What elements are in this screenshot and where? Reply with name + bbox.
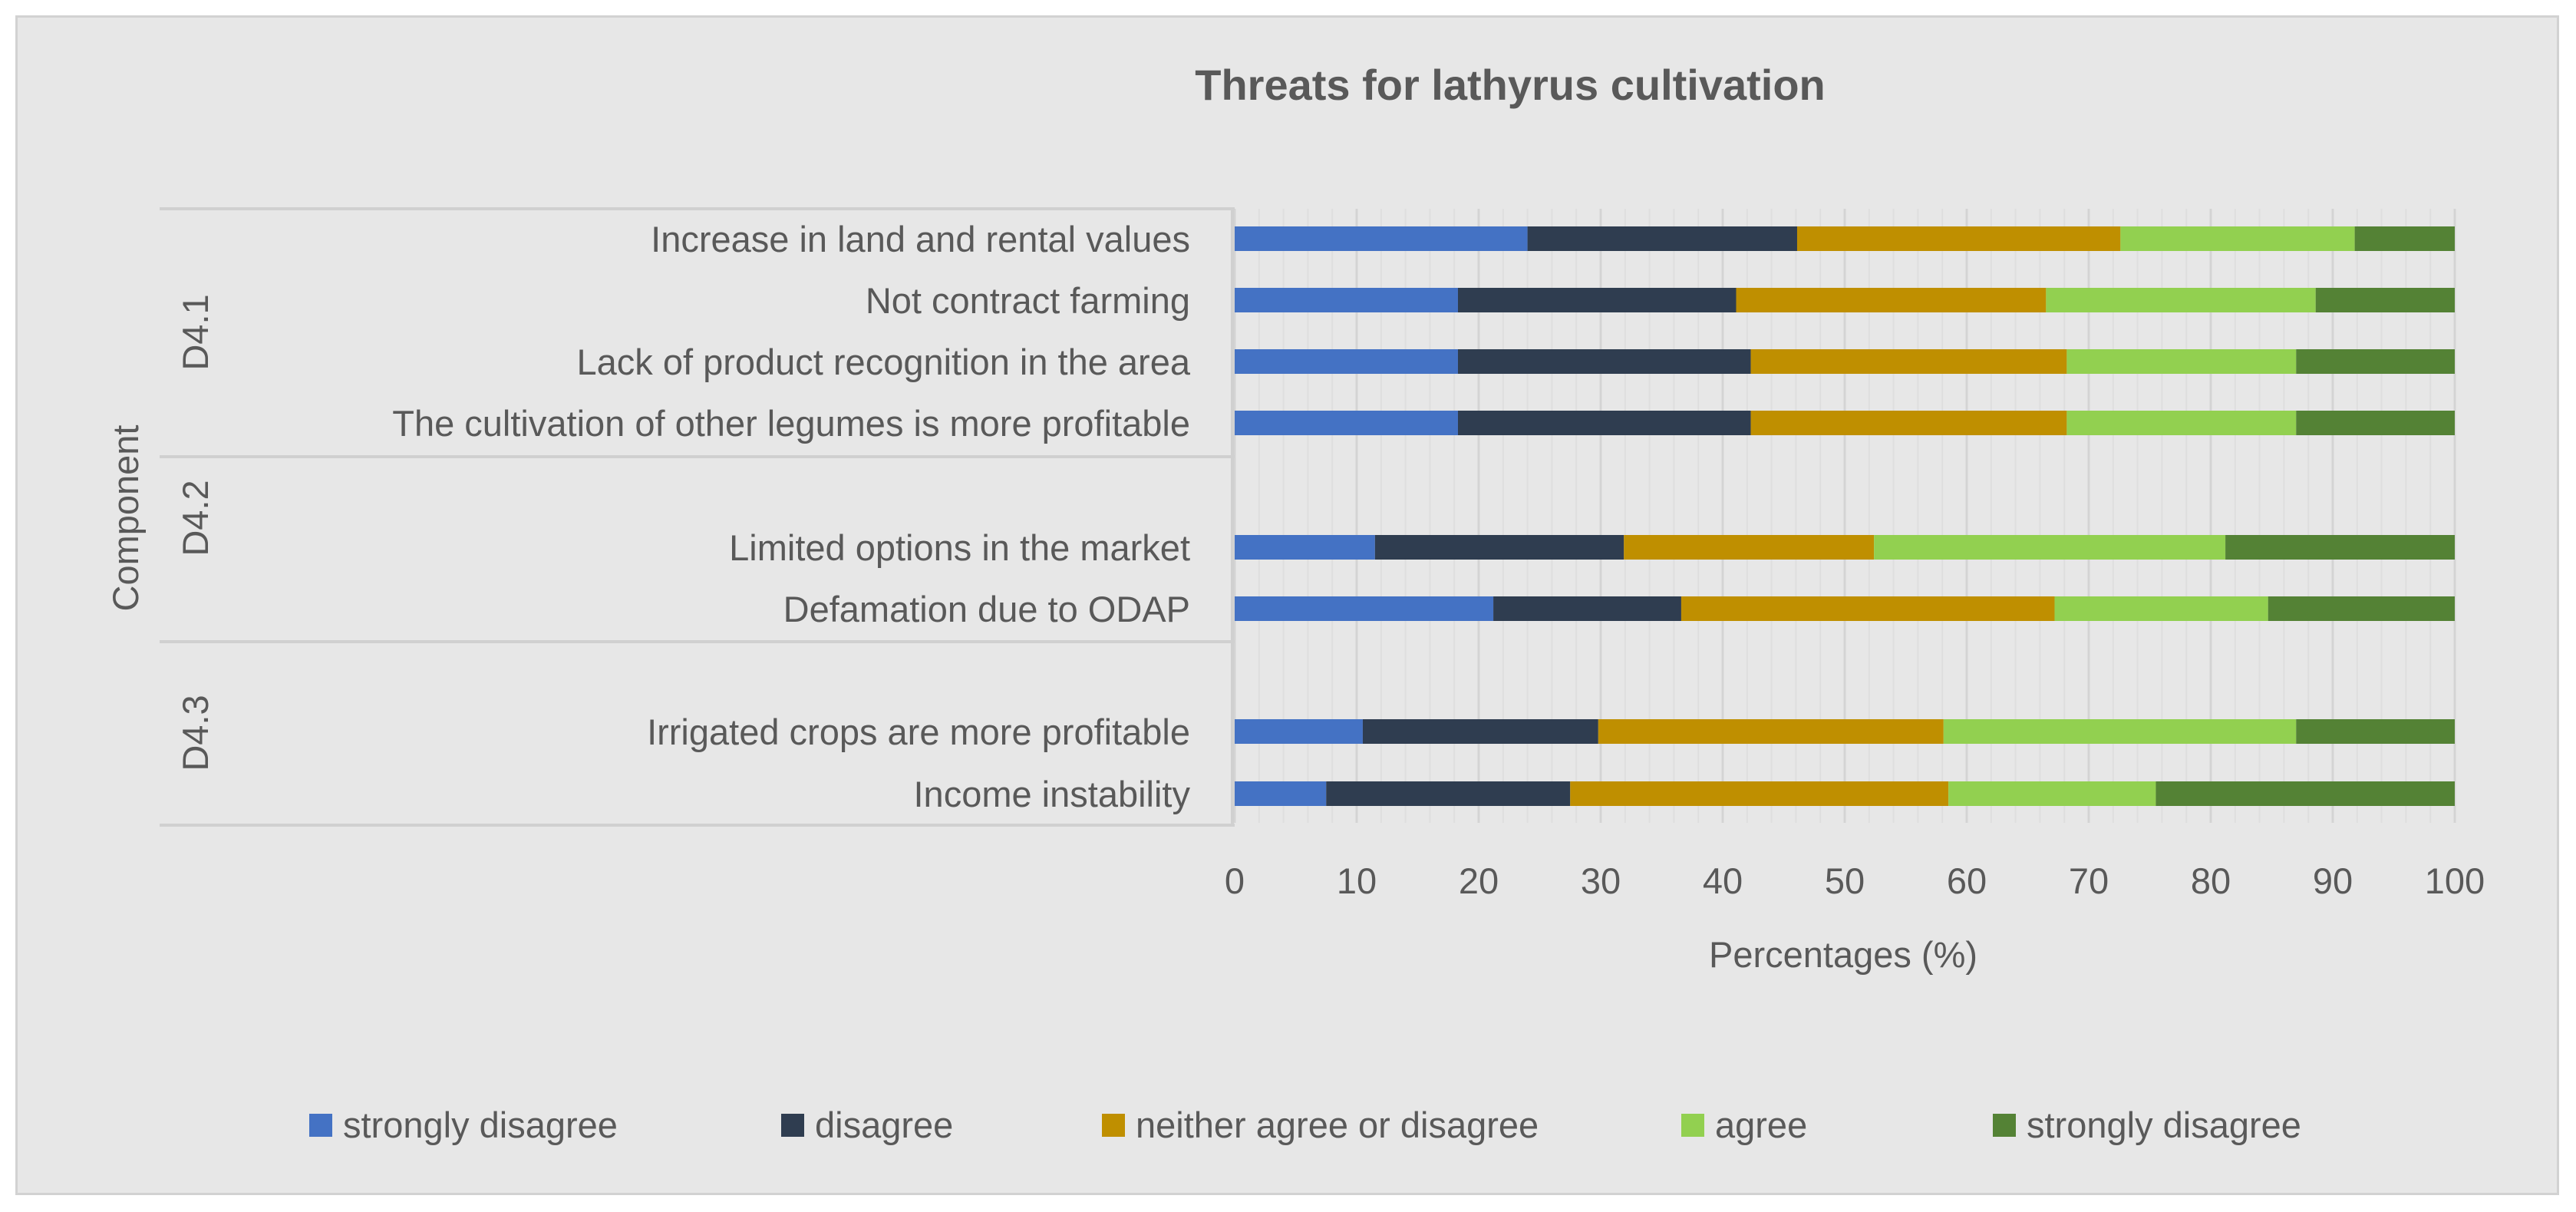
legend-label: strongly disagree: [343, 1105, 618, 1145]
bar-disagree-2: [1527, 226, 1797, 251]
bar-neither-agree-or-disagree-3: [1736, 288, 2047, 312]
group-dividers: [160, 207, 1235, 827]
category-label: Not contract farming: [866, 280, 1190, 321]
bar-neither-agree-or-disagree-3: [1796, 226, 2121, 251]
x-tick-label: 80: [2191, 860, 2231, 901]
legend-swatch: [1681, 1114, 1704, 1137]
bar-agree-4: [2066, 349, 2297, 374]
bar-strongly-disagree-5: [2354, 226, 2455, 251]
bar-neither-agree-or-disagree-3: [1570, 781, 1949, 806]
group-label: D4.1: [175, 294, 216, 370]
bar-strongly-disagree-1: [1235, 781, 1327, 806]
category-labels: Increase in land and rental values Not co…: [392, 219, 1191, 814]
bar-strongly-disagree-5: [2296, 719, 2455, 744]
category-label: Defamation due to ODAP: [783, 589, 1190, 629]
x-tick-label: 30: [1581, 860, 1621, 901]
legend-swatch: [1102, 1114, 1125, 1137]
legend-swatch: [309, 1114, 332, 1137]
bar-strongly-disagree-1: [1235, 535, 1375, 560]
legend: strongly disagree disagree neither agree o…: [309, 1105, 2301, 1145]
bar-disagree-2: [1457, 411, 1751, 435]
legend-label: strongly disagree: [2027, 1105, 2301, 1145]
x-tick-label: 0: [1225, 860, 1245, 901]
x-tick-label: 20: [1459, 860, 1499, 901]
group-label: D4.2: [175, 480, 216, 556]
bar-agree-4: [2120, 226, 2355, 251]
y-axis-title: Component: [105, 425, 146, 612]
bar-strongly-disagree-5: [2225, 535, 2455, 560]
bar-strongly-disagree-5: [2315, 288, 2455, 312]
bar-agree-4: [2054, 596, 2268, 621]
bar-strongly-disagree-1: [1235, 719, 1363, 744]
bar-strongly-disagree-5: [2268, 596, 2455, 621]
chart-title: Threats for lathyrus cultivation: [1195, 61, 1826, 109]
x-tick-label: 90: [2313, 860, 2353, 901]
x-tick-label: 50: [1825, 860, 1865, 901]
bars: [1235, 226, 2455, 806]
bar-strongly-disagree-5: [2296, 411, 2455, 435]
bar-strongly-disagree-1: [1235, 288, 1458, 312]
bar-disagree-2: [1326, 781, 1571, 806]
x-tick-label: 100: [2425, 860, 2485, 901]
bar-disagree-2: [1493, 596, 1681, 621]
bar-agree-4: [1948, 781, 2156, 806]
group-labels: D4.1 D4.2 D4.3: [175, 294, 216, 771]
category-label: Irrigated crops are more profitable: [647, 712, 1190, 752]
bar-strongly-disagree-1: [1235, 411, 1458, 435]
legend-label: neither agree or disagree: [1136, 1105, 1539, 1145]
bar-strongly-disagree-5: [2155, 781, 2455, 806]
bar-neither-agree-or-disagree-3: [1598, 719, 1944, 744]
bar-strongly-disagree-1: [1235, 226, 1528, 251]
x-tick-label: 10: [1337, 860, 1377, 901]
bar-neither-agree-or-disagree-3: [1750, 349, 2067, 374]
bar-strongly-disagree-5: [2296, 349, 2455, 374]
bar-neither-agree-or-disagree-3: [1681, 596, 2055, 621]
category-label: The cultivation of other legumes is more…: [392, 403, 1190, 444]
bar-disagree-2: [1374, 535, 1624, 560]
bar-disagree-2: [1457, 288, 1737, 312]
group-label: D4.3: [175, 695, 216, 771]
x-axis-title: Percentages (%): [1709, 934, 1977, 975]
x-tick-labels: 0 10 20 30 40 50 60 70 80 90 100: [1225, 860, 2485, 901]
category-label: Increase in land and rental values: [651, 219, 1190, 259]
x-tick-label: 70: [2069, 860, 2109, 901]
category-label: Income instability: [914, 774, 1191, 814]
category-label: Limited options in the market: [729, 527, 1190, 568]
legend-label: disagree: [815, 1105, 953, 1145]
bar-strongly-disagree-1: [1235, 349, 1458, 374]
bar-neither-agree-or-disagree-3: [1624, 535, 1875, 560]
bar-agree-4: [2046, 288, 2316, 312]
bar-disagree-2: [1457, 349, 1751, 374]
bar-agree-4: [1874, 535, 2226, 560]
x-tick-label: 40: [1703, 860, 1743, 901]
bar-agree-4: [2066, 411, 2297, 435]
legend-label: agree: [1715, 1105, 1807, 1145]
bar-disagree-2: [1362, 719, 1598, 744]
bar-strongly-disagree-1: [1235, 596, 1494, 621]
legend-swatch: [781, 1114, 804, 1137]
x-tick-label: 60: [1947, 860, 1987, 901]
bar-neither-agree-or-disagree-3: [1750, 411, 2067, 435]
bar-agree-4: [1943, 719, 2297, 744]
category-label: Lack of product recognition in the area: [576, 342, 1190, 382]
legend-swatch: [1993, 1114, 2016, 1137]
